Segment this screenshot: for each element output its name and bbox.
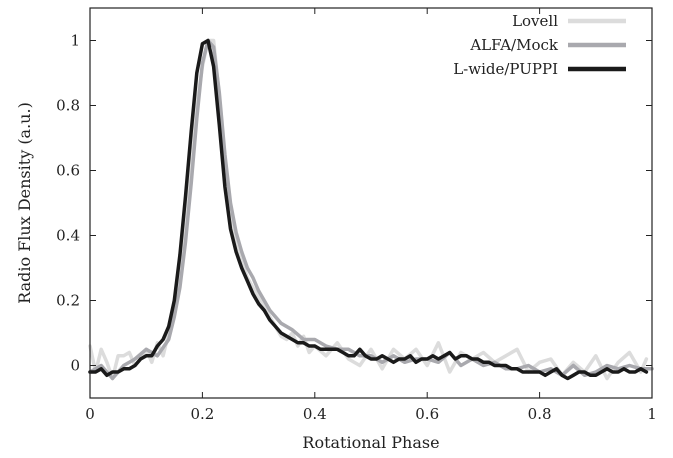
y-tick-label: 0.2 (56, 292, 80, 310)
y-axis-title: Radio Flux Density (a.u.) (15, 102, 34, 304)
legend-label: L-wide/PUPPI (453, 60, 558, 78)
legend: Lovell ALFA/Mock L-wide/PUPPI (453, 12, 626, 78)
y-tick-label: 1 (70, 32, 80, 50)
plot-frame (89, 7, 653, 399)
y-tick-label: 0.6 (56, 162, 80, 180)
series-line-alfa-mock (88, 38, 654, 381)
legend-label: ALFA/Mock (469, 36, 559, 54)
series-layer (88, 38, 654, 381)
x-tick-label: 0.6 (415, 405, 439, 423)
y-tick-label: 0.8 (56, 97, 80, 115)
y-axis-ticks: 0 0.2 0.4 0.6 0.8 1 (56, 32, 652, 375)
x-axis-ticks: 0 0.2 0.4 0.6 0.8 1 (85, 8, 657, 423)
x-tick-label: 0.4 (303, 405, 327, 423)
x-tick-label: 0.8 (528, 405, 552, 423)
x-axis-title: Rotational Phase (302, 433, 439, 452)
y-tick-label: 0 (70, 357, 80, 375)
x-tick-label: 0 (85, 405, 95, 423)
legend-label: Lovell (512, 12, 558, 30)
y-tick-label: 0.4 (56, 227, 80, 245)
x-tick-label: 0.2 (190, 405, 214, 423)
series-line-l-wide-puppi (88, 38, 649, 381)
plot-area (90, 8, 652, 398)
x-tick-label: 1 (647, 405, 657, 423)
